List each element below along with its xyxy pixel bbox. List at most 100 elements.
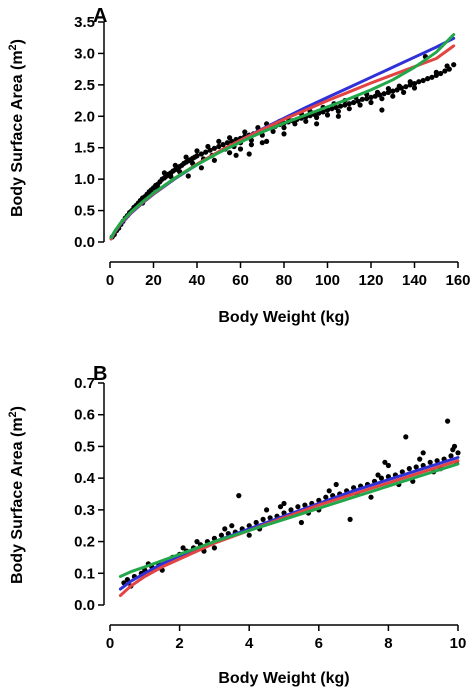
y-axis-title-b: Body Surface Area (m2) [7, 406, 26, 584]
data-point [314, 114, 320, 121]
data-point [220, 142, 226, 148]
data-point [267, 515, 273, 521]
data-point [438, 70, 444, 77]
data-point [403, 434, 409, 440]
x-tick-label: 40 [189, 272, 206, 289]
data-point [434, 458, 440, 464]
data-point [401, 89, 407, 95]
data-point [403, 84, 409, 90]
data-point [180, 545, 186, 551]
x-tick-label: 80 [276, 272, 293, 289]
data-point [411, 85, 418, 91]
data-point [420, 450, 426, 456]
data-point [407, 79, 413, 85]
y-tick-label: 3.5 [74, 14, 95, 31]
data-point [416, 79, 422, 85]
data-point [298, 519, 304, 526]
data-point [448, 453, 454, 459]
y-axis-title-a-sup: 2 [7, 44, 19, 50]
fit-line-3 [118, 462, 460, 578]
data-point [198, 151, 204, 157]
data-point [172, 162, 178, 168]
data-point [295, 504, 301, 510]
data-point [427, 459, 433, 465]
x-tick-label: 60 [232, 272, 249, 289]
fit-line-1 [109, 36, 456, 241]
data-point [379, 107, 385, 113]
x-tick-label: 160 [445, 272, 470, 289]
data-point [237, 146, 244, 152]
data-point [227, 135, 233, 141]
x-axis-title-a: Body Weight (kg) [218, 309, 349, 326]
y-tick-label: 0.2 [74, 534, 95, 551]
y-axis-title-b-end: ) [9, 406, 26, 411]
y-axis-title-a: Body Surface Area (m2) [7, 39, 26, 217]
x-tick-label: 100 [315, 272, 340, 289]
data-point [233, 152, 239, 158]
y-tick-label: 2.5 [74, 77, 95, 94]
data-point [444, 63, 450, 69]
data-point [417, 456, 423, 462]
data-point [394, 87, 400, 93]
x-tick-label: 4 [245, 635, 254, 652]
data-point [372, 93, 378, 99]
data-point [337, 103, 344, 109]
data-point [248, 142, 254, 148]
data-point [253, 519, 259, 526]
data-point [229, 523, 235, 529]
x-tick-label: 2 [175, 635, 183, 652]
data-point [222, 526, 228, 532]
fit-line-1 [118, 456, 460, 591]
data-point [429, 74, 435, 80]
data-point [368, 494, 374, 500]
x-tick-label: 140 [402, 272, 427, 289]
data-point [203, 149, 209, 155]
data-point [385, 86, 391, 92]
data-point [264, 138, 270, 144]
data-point [329, 106, 335, 112]
scatter-points-a [109, 54, 457, 240]
data-point [333, 104, 339, 111]
data-point [326, 488, 332, 494]
data-point [211, 157, 217, 163]
data-point [333, 481, 339, 488]
fit-lines-a [109, 33, 456, 241]
data-point [364, 96, 370, 102]
y-tick-label: 0.6 [74, 407, 95, 424]
data-point [323, 494, 329, 500]
x-axis-b: 0 2 4 6 8 10 [106, 624, 466, 652]
data-point [375, 472, 381, 478]
data-point [211, 145, 217, 151]
data-point [396, 83, 402, 89]
data-point [194, 148, 200, 154]
y-tick-label: 0.4 [74, 470, 96, 487]
data-point [355, 98, 361, 104]
data-point [399, 469, 405, 475]
data-point [347, 516, 353, 523]
data-point [264, 507, 270, 513]
data-point [420, 77, 426, 84]
data-point [450, 447, 456, 453]
data-point [194, 153, 200, 159]
y-tick-label: 0.7 [74, 375, 95, 392]
data-point [411, 81, 418, 87]
y-tick-label: 1.0 [74, 171, 95, 188]
data-point [406, 466, 412, 472]
data-point [324, 112, 331, 118]
x-tick-label: 20 [145, 272, 162, 289]
y-axis-title-a-main: Body Surface Area (m [9, 50, 26, 217]
data-point [374, 89, 381, 95]
data-point [359, 96, 365, 102]
x-axis-a: 0 20 40 60 80 100 120 140 160 [106, 261, 471, 289]
data-point [194, 539, 200, 545]
data-point [390, 88, 396, 94]
data-point [433, 69, 439, 75]
data-point [381, 91, 387, 97]
panel-label-a: A [93, 5, 107, 27]
data-point [205, 143, 211, 150]
data-point [346, 101, 352, 107]
data-point [227, 150, 233, 156]
y-axis-title-b-main: Body Surface Area (m [9, 417, 26, 584]
y-axis-title-b-sup: 2 [7, 411, 19, 417]
data-point [425, 76, 431, 82]
